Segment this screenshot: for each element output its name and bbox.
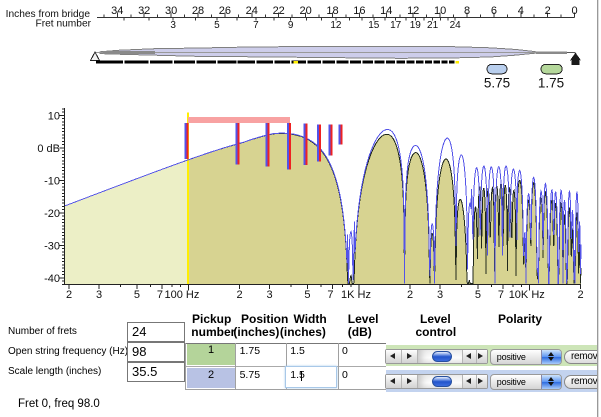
svg-text:18: 18 xyxy=(326,5,338,17)
svg-text:2: 2 xyxy=(237,289,243,301)
svg-text:3: 3 xyxy=(96,289,102,301)
svg-text:7: 7 xyxy=(498,289,504,301)
svg-text:7: 7 xyxy=(157,289,163,301)
svg-text:2: 2 xyxy=(578,289,584,301)
svg-text:24: 24 xyxy=(246,5,258,17)
svg-text:-10: -10 xyxy=(44,175,60,187)
svg-text:5: 5 xyxy=(134,289,140,301)
svg-text:5: 5 xyxy=(214,20,220,31)
svg-text:9: 9 xyxy=(288,20,294,31)
svg-text:26: 26 xyxy=(219,5,231,17)
svg-text:10K Hz: 10K Hz xyxy=(509,289,545,301)
svg-text:0: 0 xyxy=(572,5,578,17)
svg-text:-30: -30 xyxy=(44,240,60,252)
svg-text:3: 3 xyxy=(437,289,443,301)
svg-text:2: 2 xyxy=(66,289,72,301)
svg-text:19: 19 xyxy=(410,20,422,31)
svg-text:8: 8 xyxy=(464,5,470,17)
svg-text:3: 3 xyxy=(170,20,176,31)
svg-text:24: 24 xyxy=(450,20,462,31)
svg-text:100 Hz: 100 Hz xyxy=(165,289,200,301)
svg-text:4: 4 xyxy=(518,5,524,17)
svg-text:1K Hz: 1K Hz xyxy=(341,289,371,301)
svg-text:32: 32 xyxy=(138,5,150,17)
svg-text:2: 2 xyxy=(545,5,551,17)
svg-text:5: 5 xyxy=(304,289,310,301)
svg-text:6: 6 xyxy=(491,5,497,17)
svg-text:16: 16 xyxy=(353,5,365,17)
svg-text:28: 28 xyxy=(192,5,204,17)
svg-text:15: 15 xyxy=(368,20,380,31)
svg-text:-20: -20 xyxy=(44,208,60,220)
svg-text:22: 22 xyxy=(273,5,285,17)
svg-text:21: 21 xyxy=(427,20,439,31)
svg-text:17: 17 xyxy=(390,20,402,31)
svg-text:10: 10 xyxy=(48,110,60,122)
svg-text:5.75: 5.75 xyxy=(484,76,510,91)
svg-text:34: 34 xyxy=(111,5,123,17)
svg-text:14: 14 xyxy=(380,5,392,17)
svg-text:Fret number: Fret number xyxy=(36,19,92,30)
svg-text:12: 12 xyxy=(330,20,342,31)
svg-text:30: 30 xyxy=(165,5,177,17)
svg-text:7: 7 xyxy=(253,20,259,31)
svg-text:5: 5 xyxy=(475,289,481,301)
svg-text:10: 10 xyxy=(434,5,446,17)
svg-text:12: 12 xyxy=(407,5,419,17)
svg-text:Inches from bridge: Inches from bridge xyxy=(6,9,91,20)
svg-text:0 dB: 0 dB xyxy=(37,143,60,155)
svg-text:20: 20 xyxy=(299,5,311,17)
svg-text:7: 7 xyxy=(327,289,333,301)
svg-text:1.75: 1.75 xyxy=(538,76,564,91)
svg-text:3: 3 xyxy=(267,289,273,301)
svg-text:2: 2 xyxy=(407,289,413,301)
svg-text:-40: -40 xyxy=(44,273,60,285)
